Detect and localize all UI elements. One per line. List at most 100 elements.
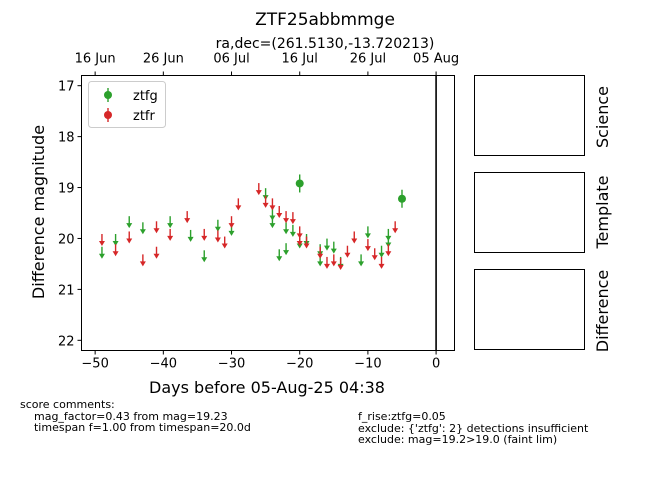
ztfg-detection-marker — [295, 179, 304, 188]
ztfg-upper-limit-point — [283, 222, 290, 235]
science-label: Science — [593, 86, 612, 148]
score-comments: score comments: mag_factor=0.43 from mag… — [20, 398, 251, 434]
ztfr-upper-limit-arrow — [153, 253, 160, 259]
ztfg-upper-limit-arrow — [167, 223, 174, 229]
ztfg-upper-limit-arrow — [330, 248, 337, 254]
ztfr-upper-limit-arrow — [276, 213, 283, 218]
ztfr-upper-limit-point — [214, 230, 221, 243]
ztfg-upper-limit-point — [276, 249, 283, 262]
ztfr-upper-limit-point — [317, 246, 324, 259]
ztfg-upper-limit-arrow — [358, 261, 365, 267]
y-axis-label: Difference magnitude — [29, 125, 48, 299]
ztfr-upper-limit-point — [276, 206, 283, 218]
ztfg-upper-limit-point — [323, 238, 330, 251]
ztfg-upper-limit-point — [269, 216, 276, 229]
ztfr-upper-limit-point — [296, 234, 303, 247]
y-tick-label: 20 — [58, 232, 75, 247]
ztfr-upper-limit-arrow — [371, 255, 378, 261]
ztfg-upper-limit-arrow — [378, 252, 385, 258]
ztfr-upper-limit-arrow — [344, 252, 351, 258]
ztfg-upper-limit-arrow — [187, 236, 194, 242]
ztfg-upper-limit-point — [201, 250, 208, 263]
ztfr-upper-limit-point — [351, 231, 358, 244]
ztfr-upper-limit-arrow — [385, 251, 392, 257]
ztfr-upper-limit-arrow — [167, 235, 174, 241]
ztfr-upper-limit-point — [330, 254, 337, 267]
ztfr-upper-limit-point — [364, 239, 371, 252]
ztfr-upper-limit-arrow — [153, 228, 160, 234]
exclusion-comments: f_rise:ztfg=0.05 exclude: {'ztfg': 2} de… — [358, 410, 589, 446]
ztfr-upper-limit-arrow — [139, 261, 146, 267]
ztfr-upper-limit-arrow — [323, 263, 330, 269]
ztfr-upper-limit-point — [126, 231, 133, 244]
ztfr-upper-limit-point — [283, 211, 290, 224]
chart-title: ZTF25abbmmge — [255, 10, 395, 30]
x-tick-label: −20 — [286, 357, 313, 372]
ztfr-upper-limit-point — [228, 216, 235, 229]
ztfr-upper-limit-point — [385, 244, 392, 257]
ztfg-upper-limit-arrow — [276, 256, 283, 262]
ztfr-upper-limit-point — [378, 256, 385, 269]
ztfr-upper-limit-arrow — [201, 235, 208, 241]
ztfr-upper-limit-point — [337, 257, 344, 270]
top-tick-label: 26 Jun — [143, 52, 184, 67]
ztfg-upper-limit-point — [187, 229, 194, 242]
plot-area: −50 −40 −30 −20 −10 0 16 Jun 26 Jun 06 Jul 16 Jul… — [58, 52, 459, 372]
ztfr-upper-limit-arrow — [364, 246, 371, 252]
ztfr-upper-limit-point — [371, 248, 378, 261]
ztfr-upper-limit-point — [221, 236, 228, 249]
ztfr-upper-limit-arrow — [269, 205, 276, 211]
legend-ztfr-marker — [104, 111, 112, 119]
ztfg-upper-limit-arrow — [214, 226, 221, 232]
ztfg-upper-limit-point — [289, 224, 296, 237]
x-tick-label: −50 — [81, 357, 108, 372]
y-tick-label: 18 — [58, 131, 75, 146]
ztfg-upper-limit-arrow — [289, 231, 296, 237]
ztfg-upper-limit-point — [98, 246, 105, 259]
ztfr-upper-limit-arrow — [221, 243, 228, 249]
y-tick-label: 21 — [58, 283, 75, 298]
ztfg-upper-limit-arrow — [317, 261, 324, 267]
legend: ztfg ztfr — [88, 81, 166, 128]
ztfr-upper-limit-arrow — [255, 190, 262, 196]
ztfr-upper-limit-point — [255, 183, 262, 196]
ztfr-upper-limit-arrow — [235, 205, 242, 211]
ztfg-upper-limit-arrow — [364, 233, 371, 239]
top-tick-label: 16 Jul — [282, 52, 318, 67]
ztfg-detection-point — [295, 174, 304, 193]
ztfg-upper-limit-arrow — [126, 223, 133, 229]
ztfg-upper-limit-arrow — [112, 241, 119, 247]
ztfr-upper-limit-point — [344, 245, 351, 258]
ztfr-upper-limit-point — [323, 256, 330, 269]
top-tick-label: 16 Jun — [75, 52, 116, 67]
ztfg-upper-limit-point — [112, 234, 119, 247]
ztfg-upper-limit-arrow — [269, 223, 276, 229]
science-image-panel — [474, 75, 585, 156]
top-tick-label: 26 Jul — [350, 52, 386, 67]
ztfg-upper-limit-point — [330, 241, 337, 254]
x-tick-label: −10 — [354, 357, 381, 372]
ztfg-detection-point — [397, 189, 406, 208]
x-axis-label: Days before 05-Aug-25 04:38 — [149, 378, 385, 397]
x-tick-label: −30 — [218, 357, 245, 372]
ztfr-upper-limit-arrow — [303, 243, 310, 249]
ztfr-upper-limit-point — [201, 228, 208, 241]
legend-ztfg-label: ztfg — [133, 89, 158, 104]
ztfr-upper-limit-point — [262, 195, 269, 208]
ztfg-upper-limit-point — [358, 254, 365, 267]
template-image-panel — [474, 172, 585, 253]
ztfr-upper-limit-arrow — [289, 219, 296, 225]
ztfg-upper-limit-point — [167, 216, 174, 229]
ztfr-upper-limit-point — [235, 198, 242, 211]
ztfg-upper-limit-arrow — [98, 253, 105, 259]
ztfr-upper-limit-arrow — [351, 238, 358, 244]
ztfg-upper-limit-point — [214, 219, 221, 232]
legend-ztfg-marker — [104, 91, 112, 99]
x-tick-label: 0 — [432, 357, 440, 372]
y-tick-label: 22 — [58, 334, 75, 349]
template-label: Template — [593, 175, 612, 249]
ztfr-upper-limit-arrow — [317, 253, 324, 259]
ztfr-upper-limit-arrow — [392, 228, 399, 234]
difference-label: Difference — [593, 270, 612, 352]
